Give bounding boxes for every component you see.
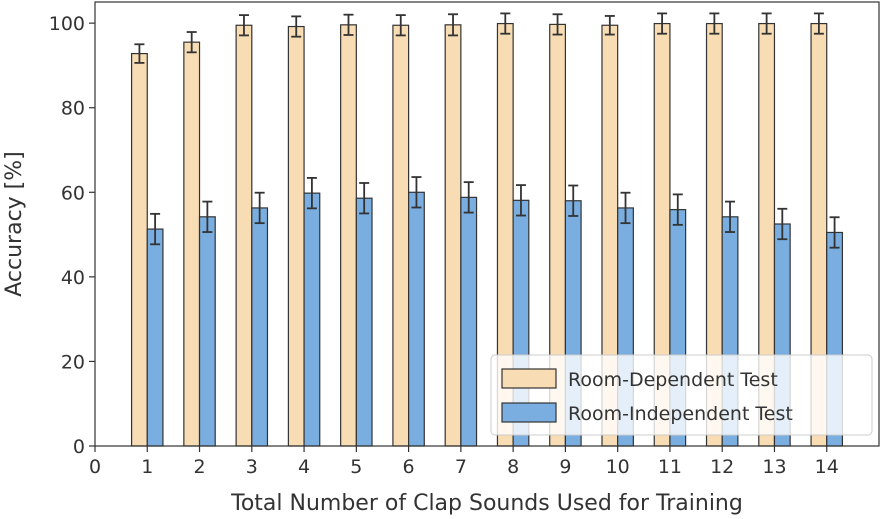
- y-tick-label-0: 0: [73, 436, 85, 458]
- error-bar-room-dependent-9: [552, 13, 563, 36]
- error-bar-room-dependent-1: [134, 43, 145, 64]
- y-axis: 0 20 40 60 80 100: [49, 13, 95, 458]
- error-bar-room-dependent-12: [709, 12, 720, 35]
- legend-label-room-dependent: Room-Dependent Test: [568, 369, 778, 391]
- x-tick-label-8: 8: [507, 456, 519, 478]
- y-tick-label-40: 40: [61, 267, 85, 289]
- error-bar-room-dependent-8: [500, 12, 511, 35]
- error-bar-room-independent-4: [306, 177, 317, 210]
- bar-room-dependent-2: [183, 41, 201, 447]
- x-tick-label-11: 11: [658, 456, 682, 478]
- y-axis-title: Accuracy [%]: [2, 151, 27, 297]
- error-bar-room-independent-11: [672, 193, 683, 226]
- error-bar-room-dependent-3: [238, 14, 249, 37]
- error-bar-room-independent-5: [359, 182, 370, 215]
- error-bar-room-independent-3: [254, 191, 265, 225]
- bar-room-dependent-5: [340, 24, 357, 447]
- x-axis-title: Total Number of Clap Sounds Used for Tra…: [230, 491, 743, 516]
- error-bar-room-independent-13: [777, 207, 788, 241]
- plot-frame: [94, 1, 880, 447]
- x-tick-label-3: 3: [246, 456, 258, 478]
- error-bar-room-independent-9: [568, 184, 579, 217]
- error-bar-room-independent-8: [515, 184, 526, 217]
- error-bar-room-independent-2: [202, 200, 213, 233]
- x-tick-label-1: 1: [141, 456, 153, 478]
- x-tick-label-12: 12: [710, 456, 734, 478]
- x-tick-label-0: 0: [89, 456, 101, 478]
- bar-room-independent-7: [460, 196, 478, 447]
- x-tick-label-13: 13: [762, 456, 786, 478]
- error-bar-room-independent-12: [725, 200, 736, 233]
- legend: Room-Dependent Test Room-Independent Tes…: [490, 354, 873, 436]
- error-bar-room-independent-10: [620, 191, 631, 225]
- error-bar-room-independent-6: [411, 176, 422, 209]
- legend-box: [490, 354, 873, 436]
- legend-swatch-room-dependent: [501, 368, 557, 389]
- y-tick-label-60: 60: [61, 182, 85, 204]
- bar-room-dependent-3: [235, 24, 253, 447]
- error-bar-room-independent-7: [463, 181, 474, 214]
- bar-room-independent-3: [251, 207, 269, 447]
- bar-room-dependent-1: [130, 52, 148, 447]
- error-bar-room-dependent-11: [657, 12, 668, 35]
- y-tick-label-20: 20: [61, 351, 85, 373]
- error-bar-room-dependent-7: [448, 13, 459, 37]
- bar-room-independent-5: [355, 197, 373, 447]
- x-tick-label-6: 6: [403, 456, 415, 478]
- bar-room-independent-2: [198, 216, 216, 447]
- bar-room-dependent-7: [444, 24, 462, 447]
- legend-label-room-independent: Room-Independent Test: [568, 403, 793, 425]
- bar-room-independent-4: [303, 192, 321, 447]
- x-tick-label-10: 10: [606, 456, 630, 478]
- x-tick-label-14: 14: [815, 456, 839, 478]
- y-tick-label-80: 80: [61, 98, 85, 120]
- bar-room-independent-6: [408, 191, 425, 447]
- error-bar-room-dependent-6: [395, 14, 406, 37]
- error-bars-layer: [134, 12, 840, 249]
- x-tick-label-9: 9: [559, 456, 571, 478]
- error-bar-room-dependent-10: [604, 15, 615, 36]
- error-bar-room-dependent-2: [186, 31, 197, 54]
- x-tick-label-2: 2: [193, 456, 205, 478]
- bar-room-dependent-4: [287, 25, 305, 447]
- x-tick-label-5: 5: [350, 456, 362, 478]
- bar-room-dependent-6: [392, 24, 410, 447]
- error-bar-room-dependent-13: [761, 12, 772, 35]
- bar-room-independent-1: [146, 228, 164, 447]
- x-tick-label-4: 4: [298, 456, 310, 478]
- error-bar-room-independent-14: [829, 216, 840, 249]
- error-bar-room-dependent-14: [813, 12, 824, 35]
- error-bar-room-dependent-5: [343, 13, 354, 36]
- error-bar-room-independent-1: [150, 212, 161, 246]
- y-tick-label-100: 100: [49, 13, 85, 35]
- error-bar-room-dependent-4: [291, 15, 302, 38]
- legend-swatch-room-independent: [501, 402, 557, 423]
- x-tick-label-7: 7: [455, 456, 467, 478]
- x-axis: 0 1 2 3 4 5 6 7 8 9 10 11 12 13 14: [89, 446, 839, 478]
